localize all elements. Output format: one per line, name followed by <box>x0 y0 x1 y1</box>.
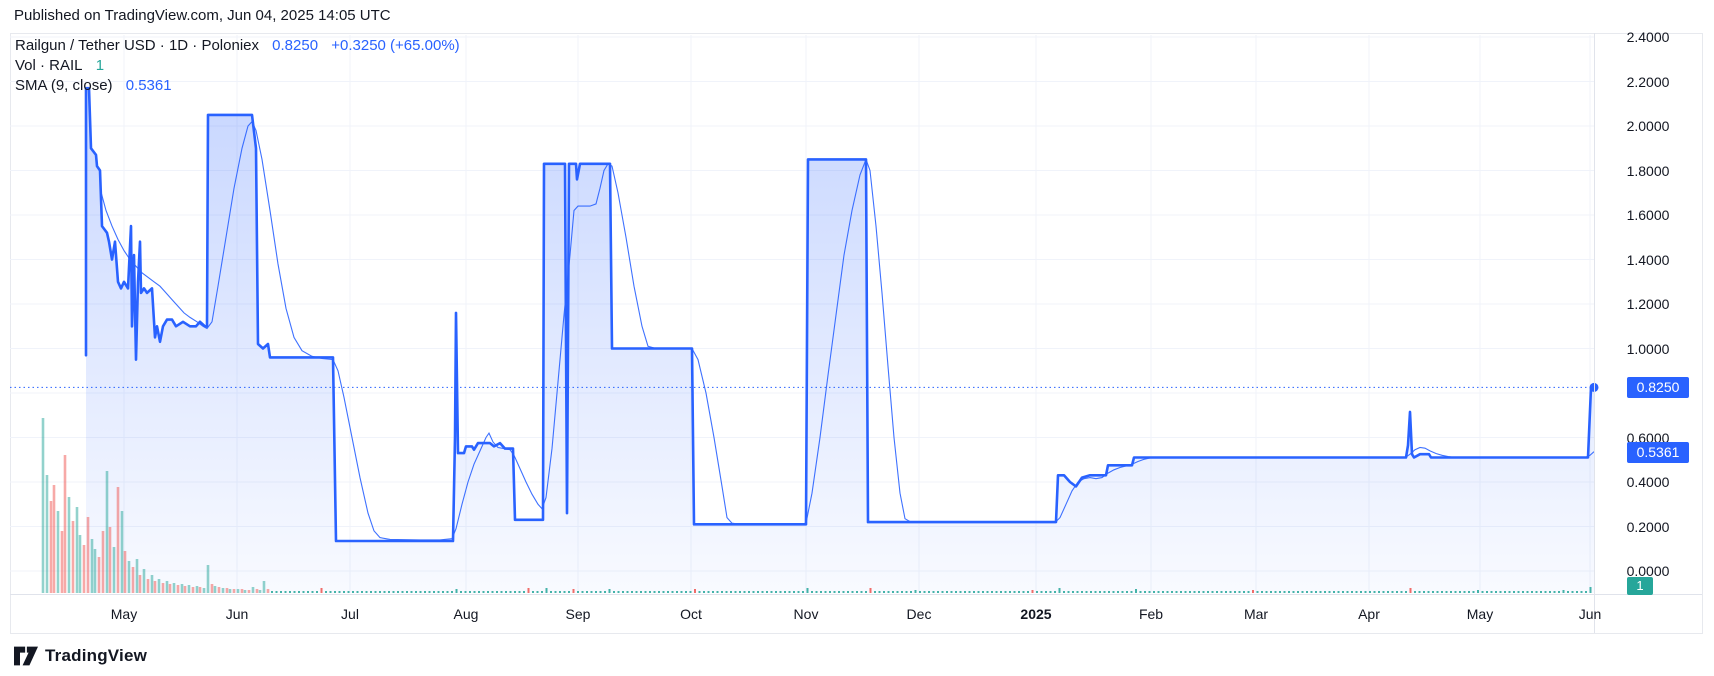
chart-canvas[interactable] <box>0 30 1714 595</box>
grid <box>10 35 1594 593</box>
volume-bars <box>41 418 1592 593</box>
sma-line <box>99 120 1595 541</box>
price-axis[interactable]: 2.4000 2.2000 2.0000 1.8000 1.6000 1.4000 1.20… <box>1595 29 1702 594</box>
price-axis-label: 1.4000 <box>1626 251 1670 268</box>
last-price-axis-badge: 0.8250 <box>1627 377 1689 398</box>
symbol-title: Railgun / Tether USD · 1D · Poloniex <box>15 37 259 54</box>
time-axis-label: Oct <box>680 606 702 622</box>
price-axis-label: 0.2000 <box>1626 518 1670 535</box>
time-axis-label: Jun <box>225 606 249 622</box>
legend-sma-row: SMA (9, close) 0.5361 <box>15 76 460 96</box>
last-price-value: 0.8250 <box>272 37 319 54</box>
price-axis-label: 2.2000 <box>1626 73 1670 90</box>
legend-volume-row: Vol · RAIL 1 <box>15 56 460 76</box>
sma-label: SMA (9, close) <box>15 77 113 94</box>
price-axis-label: 1.0000 <box>1626 340 1670 357</box>
time-axis-label: Aug <box>453 606 479 622</box>
price-axis-separator <box>1594 33 1595 633</box>
time-axis-label: Mar <box>1243 606 1269 622</box>
time-axis-label: May <box>110 606 138 622</box>
price-axis-label: 0.4000 <box>1626 474 1670 490</box>
price-axis-label: 1.6000 <box>1626 207 1670 223</box>
time-axis-label: Jun <box>1578 606 1602 622</box>
time-axis[interactable]: May Jun Jul Aug Sep Oct Nov Dec 2025 Feb Mar Apr May… <box>10 595 1602 632</box>
tradingview-logo-icon <box>14 646 38 666</box>
tradingview-footer-link[interactable]: TradingView <box>14 643 147 669</box>
time-axis-separator <box>10 594 1702 595</box>
time-axis-label: Jul <box>341 606 359 622</box>
time-axis-label: Apr <box>1358 606 1380 622</box>
volume-axis-badge: 1 <box>1627 577 1653 595</box>
time-axis-label: Nov <box>793 606 819 622</box>
published-bar: Published on TradingView.com, Jun 04, 20… <box>0 0 1714 30</box>
time-axis-label: 2025 <box>1020 606 1052 622</box>
chart-legend: Railgun / Tether USD · 1D · Poloniex 0.8… <box>15 36 460 96</box>
price-line <box>84 86 1596 543</box>
price-area-fill <box>86 88 1594 593</box>
price-axis-label: 2.4000 <box>1626 29 1670 45</box>
price-axis-label: 2.0000 <box>1626 118 1670 134</box>
volume-value: 1 <box>95 57 105 74</box>
price-axis-label: 0.6000 <box>1626 429 1670 446</box>
volume-label: Vol · RAIL <box>15 57 83 74</box>
published-text: Published on TradingView.com, Jun 04, 20… <box>14 7 391 24</box>
price-axis-label: 1.8000 <box>1626 162 1670 179</box>
time-axis-label: Dec <box>906 606 932 622</box>
time-axis-label: Feb <box>1138 606 1164 622</box>
sma-axis-badge: 0.5361 <box>1627 442 1689 463</box>
price-axis-label: 0.0000 <box>1626 563 1670 579</box>
sma-value: 0.5361 <box>125 77 172 94</box>
footer-brand-text: TradingView <box>45 646 148 665</box>
time-axis-label: May <box>1466 606 1494 622</box>
price-change-value: +0.3250 (+65.00%) <box>331 37 460 54</box>
time-axis-label: Sep <box>565 606 591 622</box>
legend-symbol-row: Railgun / Tether USD · 1D · Poloniex 0.8… <box>15 36 460 56</box>
price-axis-label: 1.2000 <box>1626 296 1670 312</box>
